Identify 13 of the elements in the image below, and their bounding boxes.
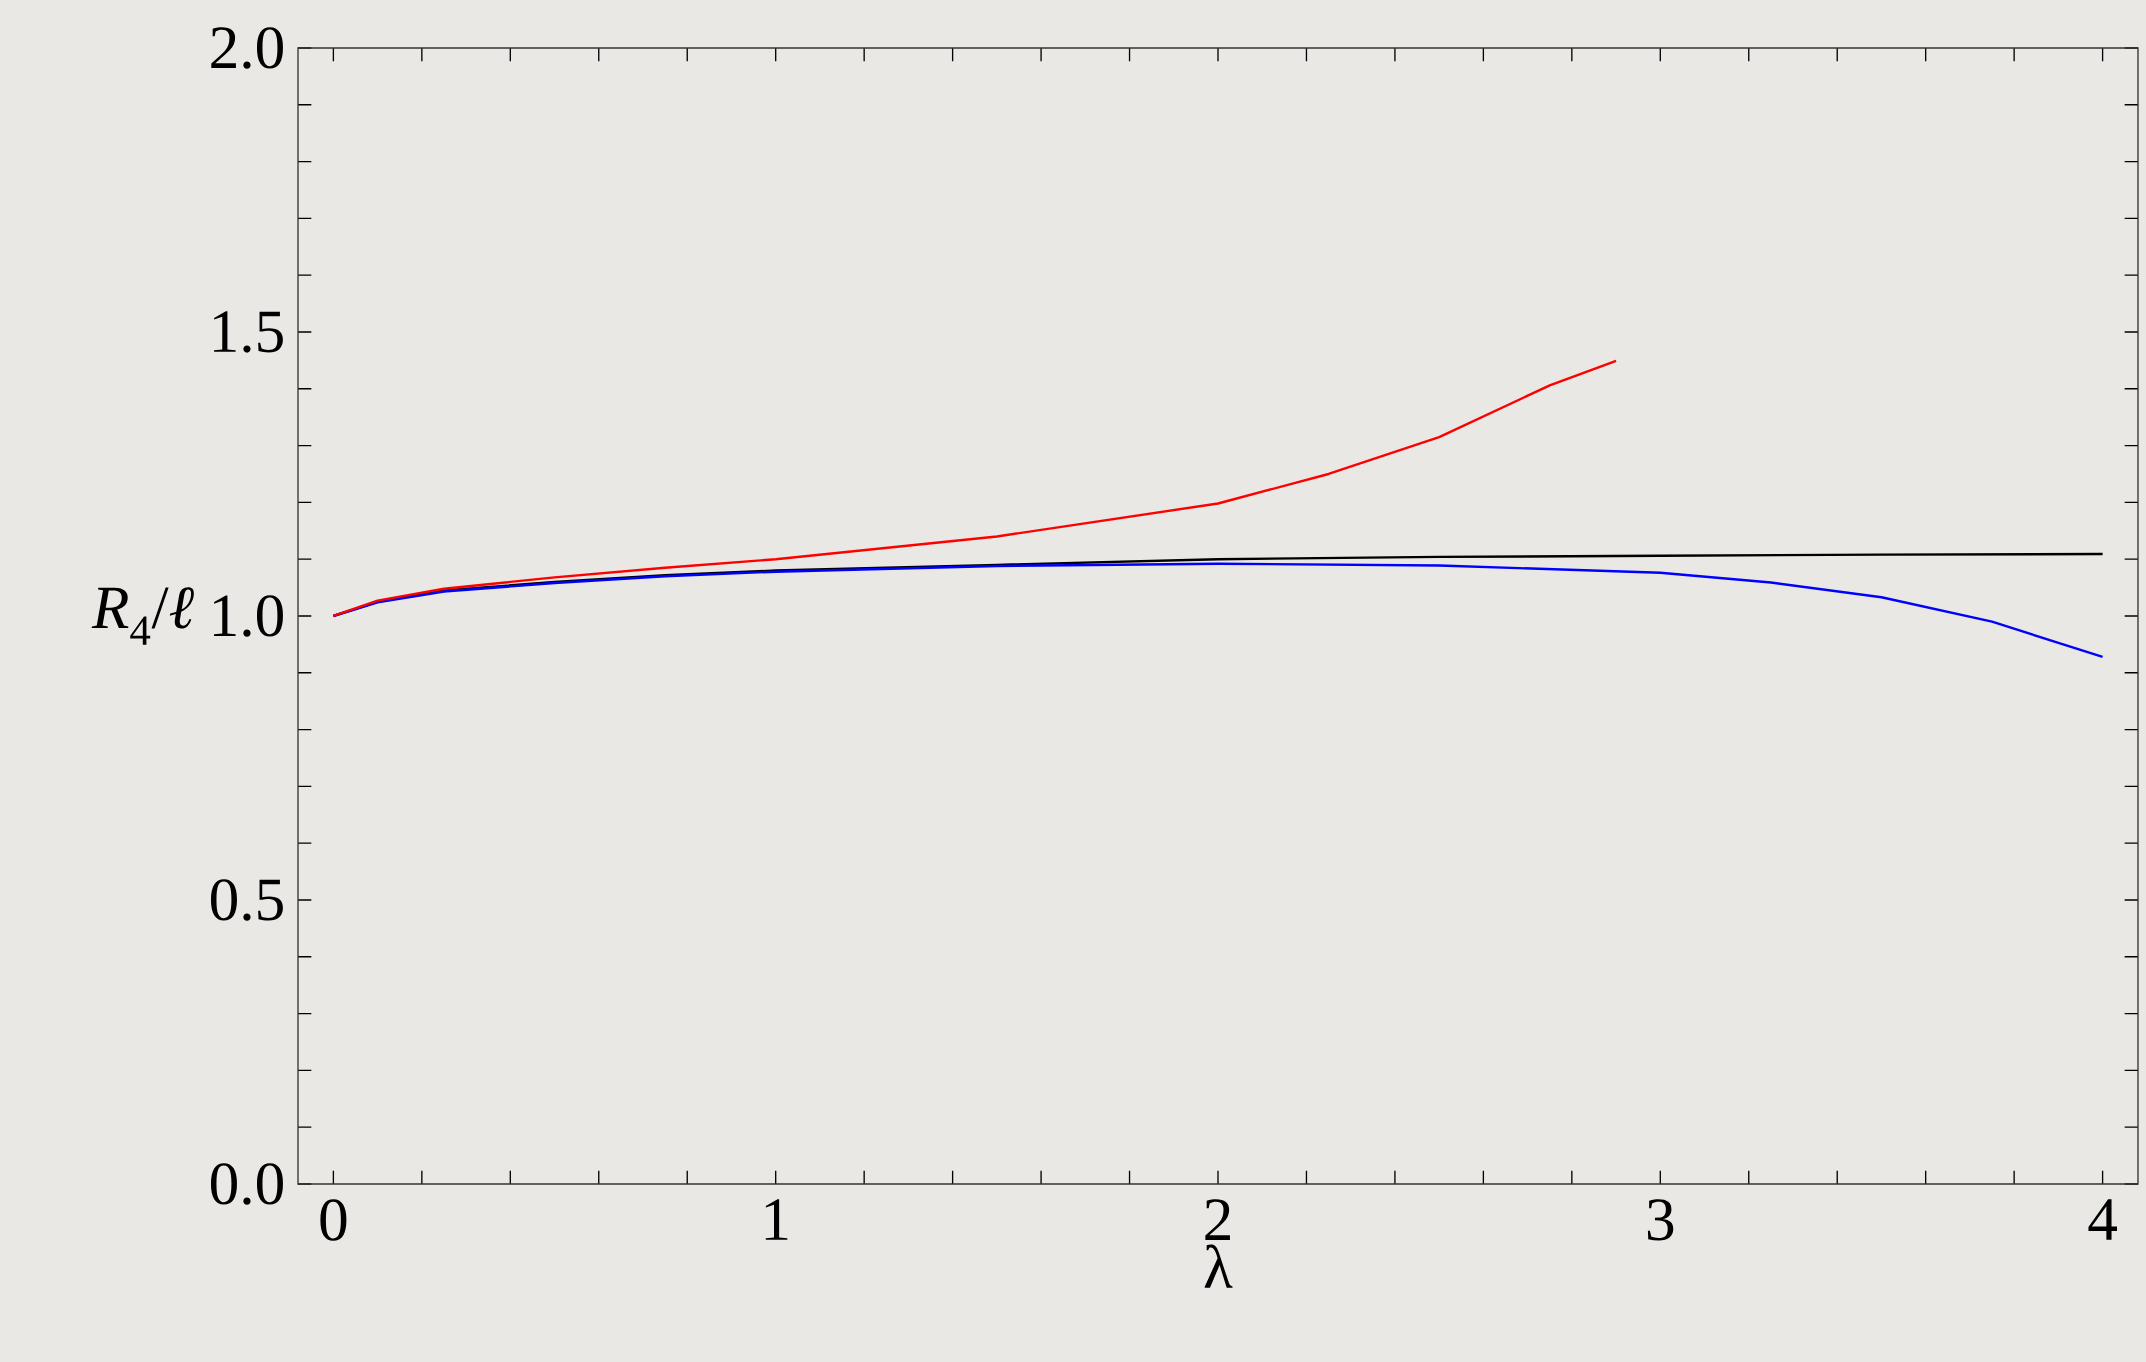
line-series bbox=[332, 359, 1618, 618]
y-tick-label: 1.0 bbox=[214, 595, 283, 637]
y-axis-title: R$_{4}$/ℓ bbox=[91, 587, 194, 645]
x-tick-label: 3 bbox=[1647, 1199, 1674, 1241]
y-tick-label: 2.0 bbox=[211, 27, 283, 69]
y-tick-label: 1.5 bbox=[214, 311, 283, 353]
x-tick-label: 0 bbox=[320, 1199, 347, 1241]
x-tick-label: 1 bbox=[765, 1199, 788, 1240]
y-tick-label: 0.0 bbox=[210, 1163, 283, 1205]
x-axis-title: λ bbox=[1204, 1244, 1233, 1288]
x-tick-label: 4 bbox=[2088, 1199, 2117, 1240]
y-tick-label: 0.5 bbox=[210, 879, 283, 921]
x-tick-label: 2 bbox=[1205, 1199, 1230, 1240]
